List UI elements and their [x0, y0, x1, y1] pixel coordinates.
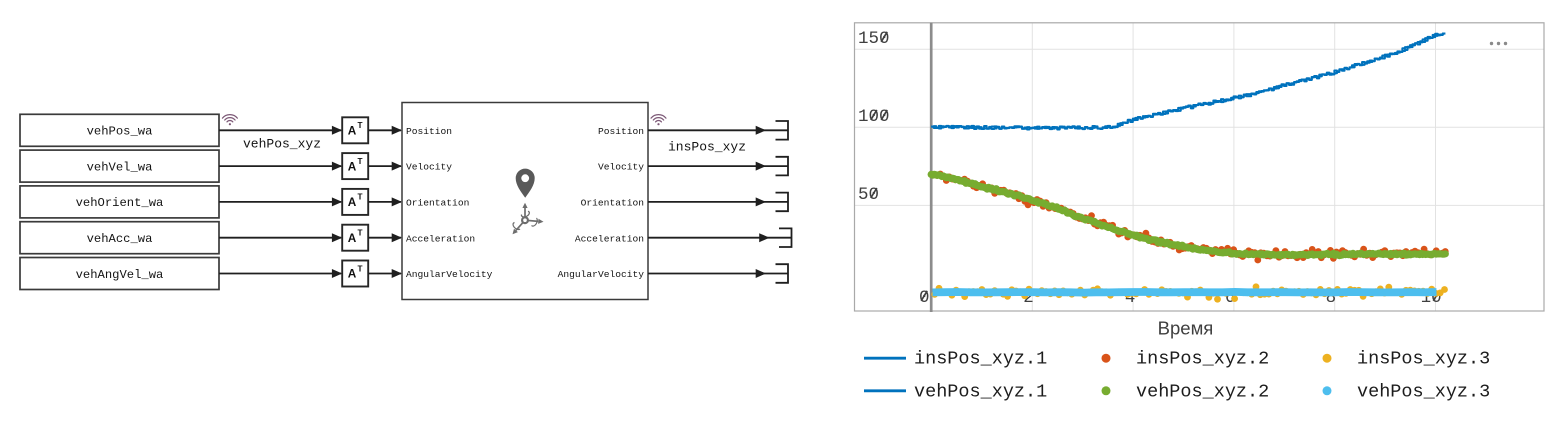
svg-text:vehVel_wa: vehVel_wa: [87, 160, 153, 174]
svg-text:100: 100: [858, 107, 890, 127]
svg-text:50: 50: [858, 185, 879, 205]
svg-text:Orientation: Orientation: [581, 198, 644, 209]
svg-text:A: A: [348, 231, 357, 245]
svg-text:Orientation: Orientation: [406, 198, 469, 209]
svg-text:T: T: [358, 121, 363, 130]
svg-text:150: 150: [858, 29, 890, 49]
svg-text:vehAngVel_wa: vehAngVel_wa: [76, 268, 164, 282]
svg-text:A: A: [348, 159, 357, 173]
svg-text:A: A: [348, 124, 357, 138]
svg-text:6: 6: [1225, 288, 1236, 308]
svg-text:insPos_xyz.2: insPos_xyz.2: [1136, 349, 1269, 370]
svg-text:insPos_xyz.1: insPos_xyz.1: [914, 349, 1047, 370]
svg-text:T: T: [358, 193, 363, 202]
svg-text:AngularVelocity: AngularVelocity: [406, 269, 493, 280]
svg-text:T: T: [358, 157, 363, 166]
svg-text:T: T: [358, 229, 363, 238]
svg-text:Acceleration: Acceleration: [575, 233, 644, 244]
svg-text:Position: Position: [598, 126, 644, 137]
svg-text:8: 8: [1326, 288, 1337, 308]
svg-text:insPos_xyz: insPos_xyz: [668, 140, 746, 155]
svg-text:A: A: [348, 195, 357, 209]
svg-text:Velocity: Velocity: [406, 162, 452, 173]
svg-text:vehPos_wa: vehPos_wa: [87, 125, 153, 139]
svg-text:4: 4: [1125, 288, 1136, 308]
svg-text:Acceleration: Acceleration: [406, 233, 475, 244]
svg-text:A: A: [348, 267, 357, 281]
svg-text:insPos_xyz.3: insPos_xyz.3: [1357, 349, 1490, 370]
svg-text:vehPos_xyz: vehPos_xyz: [243, 137, 321, 152]
svg-text:2: 2: [1023, 288, 1034, 308]
svg-text:Velocity: Velocity: [598, 162, 644, 173]
svg-text:vehOrient_wa: vehOrient_wa: [76, 196, 164, 210]
svg-text:vehAcc_wa: vehAcc_wa: [87, 232, 153, 246]
svg-text:vehPos_xyz.1: vehPos_xyz.1: [914, 381, 1047, 402]
svg-text:vehPos_xyz.3: vehPos_xyz.3: [1357, 381, 1490, 402]
svg-text:0: 0: [919, 288, 930, 308]
svg-text:T: T: [358, 264, 363, 273]
svg-text:vehPos_xyz.2: vehPos_xyz.2: [1136, 381, 1269, 402]
svg-text:Position: Position: [406, 126, 452, 137]
svg-text:AngularVelocity: AngularVelocity: [558, 269, 645, 280]
svg-text:Время: Время: [1158, 318, 1214, 339]
